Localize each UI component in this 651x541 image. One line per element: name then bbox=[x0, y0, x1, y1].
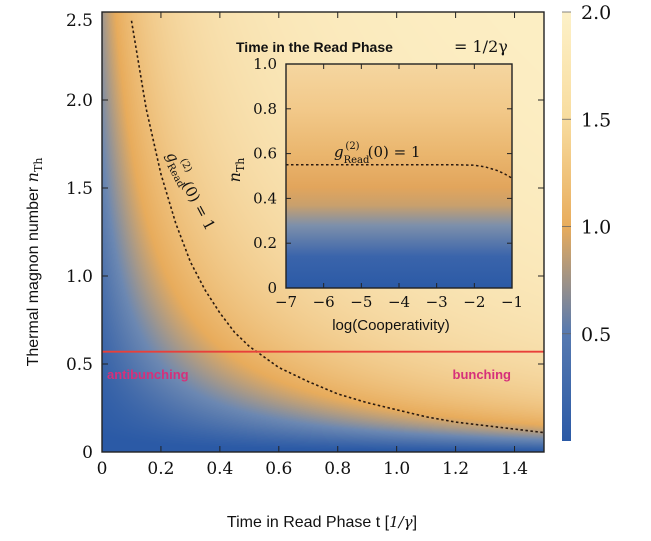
inset-plot: Time in the Read Phase = 1/2γ −7 −6 −5 −4 −3… bbox=[225, 37, 523, 334]
inset-y-tick-label: 0.8 bbox=[253, 100, 277, 118]
inset-y-tick-label: 1.0 bbox=[253, 55, 277, 73]
main-x-tick-label: 1.0 bbox=[383, 459, 410, 479]
main-y-tick-label: 2.0 bbox=[66, 91, 93, 111]
main-x-tick-label: 1.4 bbox=[501, 459, 528, 479]
inset-y-tick-label: 0.2 bbox=[253, 234, 277, 252]
inset-x-tick-label: −6 bbox=[313, 293, 335, 311]
inset-title: Time in the Read Phase bbox=[236, 39, 393, 55]
annotation-bunching: bunching bbox=[453, 367, 512, 382]
colorbar-tick-label: 0.5 bbox=[581, 324, 611, 346]
inset-contour-label: gRead(2) (0) = 1 bbox=[334, 141, 421, 166]
main-x-tick-label: 0 bbox=[97, 459, 108, 479]
main-contour-line bbox=[130, 20, 544, 434]
inset-y-tick-label: 0.6 bbox=[253, 145, 277, 163]
inset-x-tick-label: −3 bbox=[426, 293, 448, 311]
main-x-tick-label: 0.6 bbox=[265, 459, 292, 479]
inset-y-tick-label: 0 bbox=[267, 279, 277, 297]
inset-y-axis-label: nTh bbox=[225, 158, 247, 183]
inset-title-suffix: = 1/2γ bbox=[454, 37, 508, 56]
main-x-tick-label: 0.8 bbox=[324, 459, 351, 479]
inset-x-tick-label: −5 bbox=[350, 293, 372, 311]
main-y-axis-label: Thermal magnon number nTh bbox=[23, 158, 45, 367]
main-plot-frame bbox=[101, 11, 545, 453]
main-x-tick-label: 1.2 bbox=[442, 459, 469, 479]
inset-y-tick-label: 0.4 bbox=[253, 189, 277, 207]
main-y-tick-label: 1.5 bbox=[66, 179, 93, 199]
inset-x-tick-label: −2 bbox=[463, 293, 485, 311]
main-y-tick-label: 2.5 bbox=[66, 11, 93, 31]
annotation-antibunching: antibunching bbox=[107, 367, 189, 382]
inset-x-tick-label: −1 bbox=[501, 293, 523, 311]
colorbar-tick-label: 1.5 bbox=[581, 109, 611, 131]
colorbar: 0.5 1.0 1.5 2.0 bbox=[562, 2, 611, 441]
colorbar-tick-label: 1.0 bbox=[581, 217, 611, 239]
main-x-axis-label: Time in Read Phase t [1/γ] bbox=[227, 513, 417, 531]
inset-x-tick-label: −7 bbox=[275, 293, 297, 311]
main-y-tick-label: 0 bbox=[82, 443, 93, 463]
main-x-tick-label: 0.2 bbox=[147, 459, 174, 479]
colorbar-tick-label: 2.0 bbox=[581, 2, 611, 24]
main-x-tick-label: 0.4 bbox=[206, 459, 233, 479]
inset-heatmap bbox=[286, 64, 512, 288]
main-y-tick-label: 0.5 bbox=[66, 355, 93, 375]
inset-x-tick-label: −4 bbox=[388, 293, 410, 311]
inset-x-axis-label: log(Cooperativity) bbox=[332, 317, 450, 334]
main-y-tick-label: 1.0 bbox=[66, 267, 93, 287]
